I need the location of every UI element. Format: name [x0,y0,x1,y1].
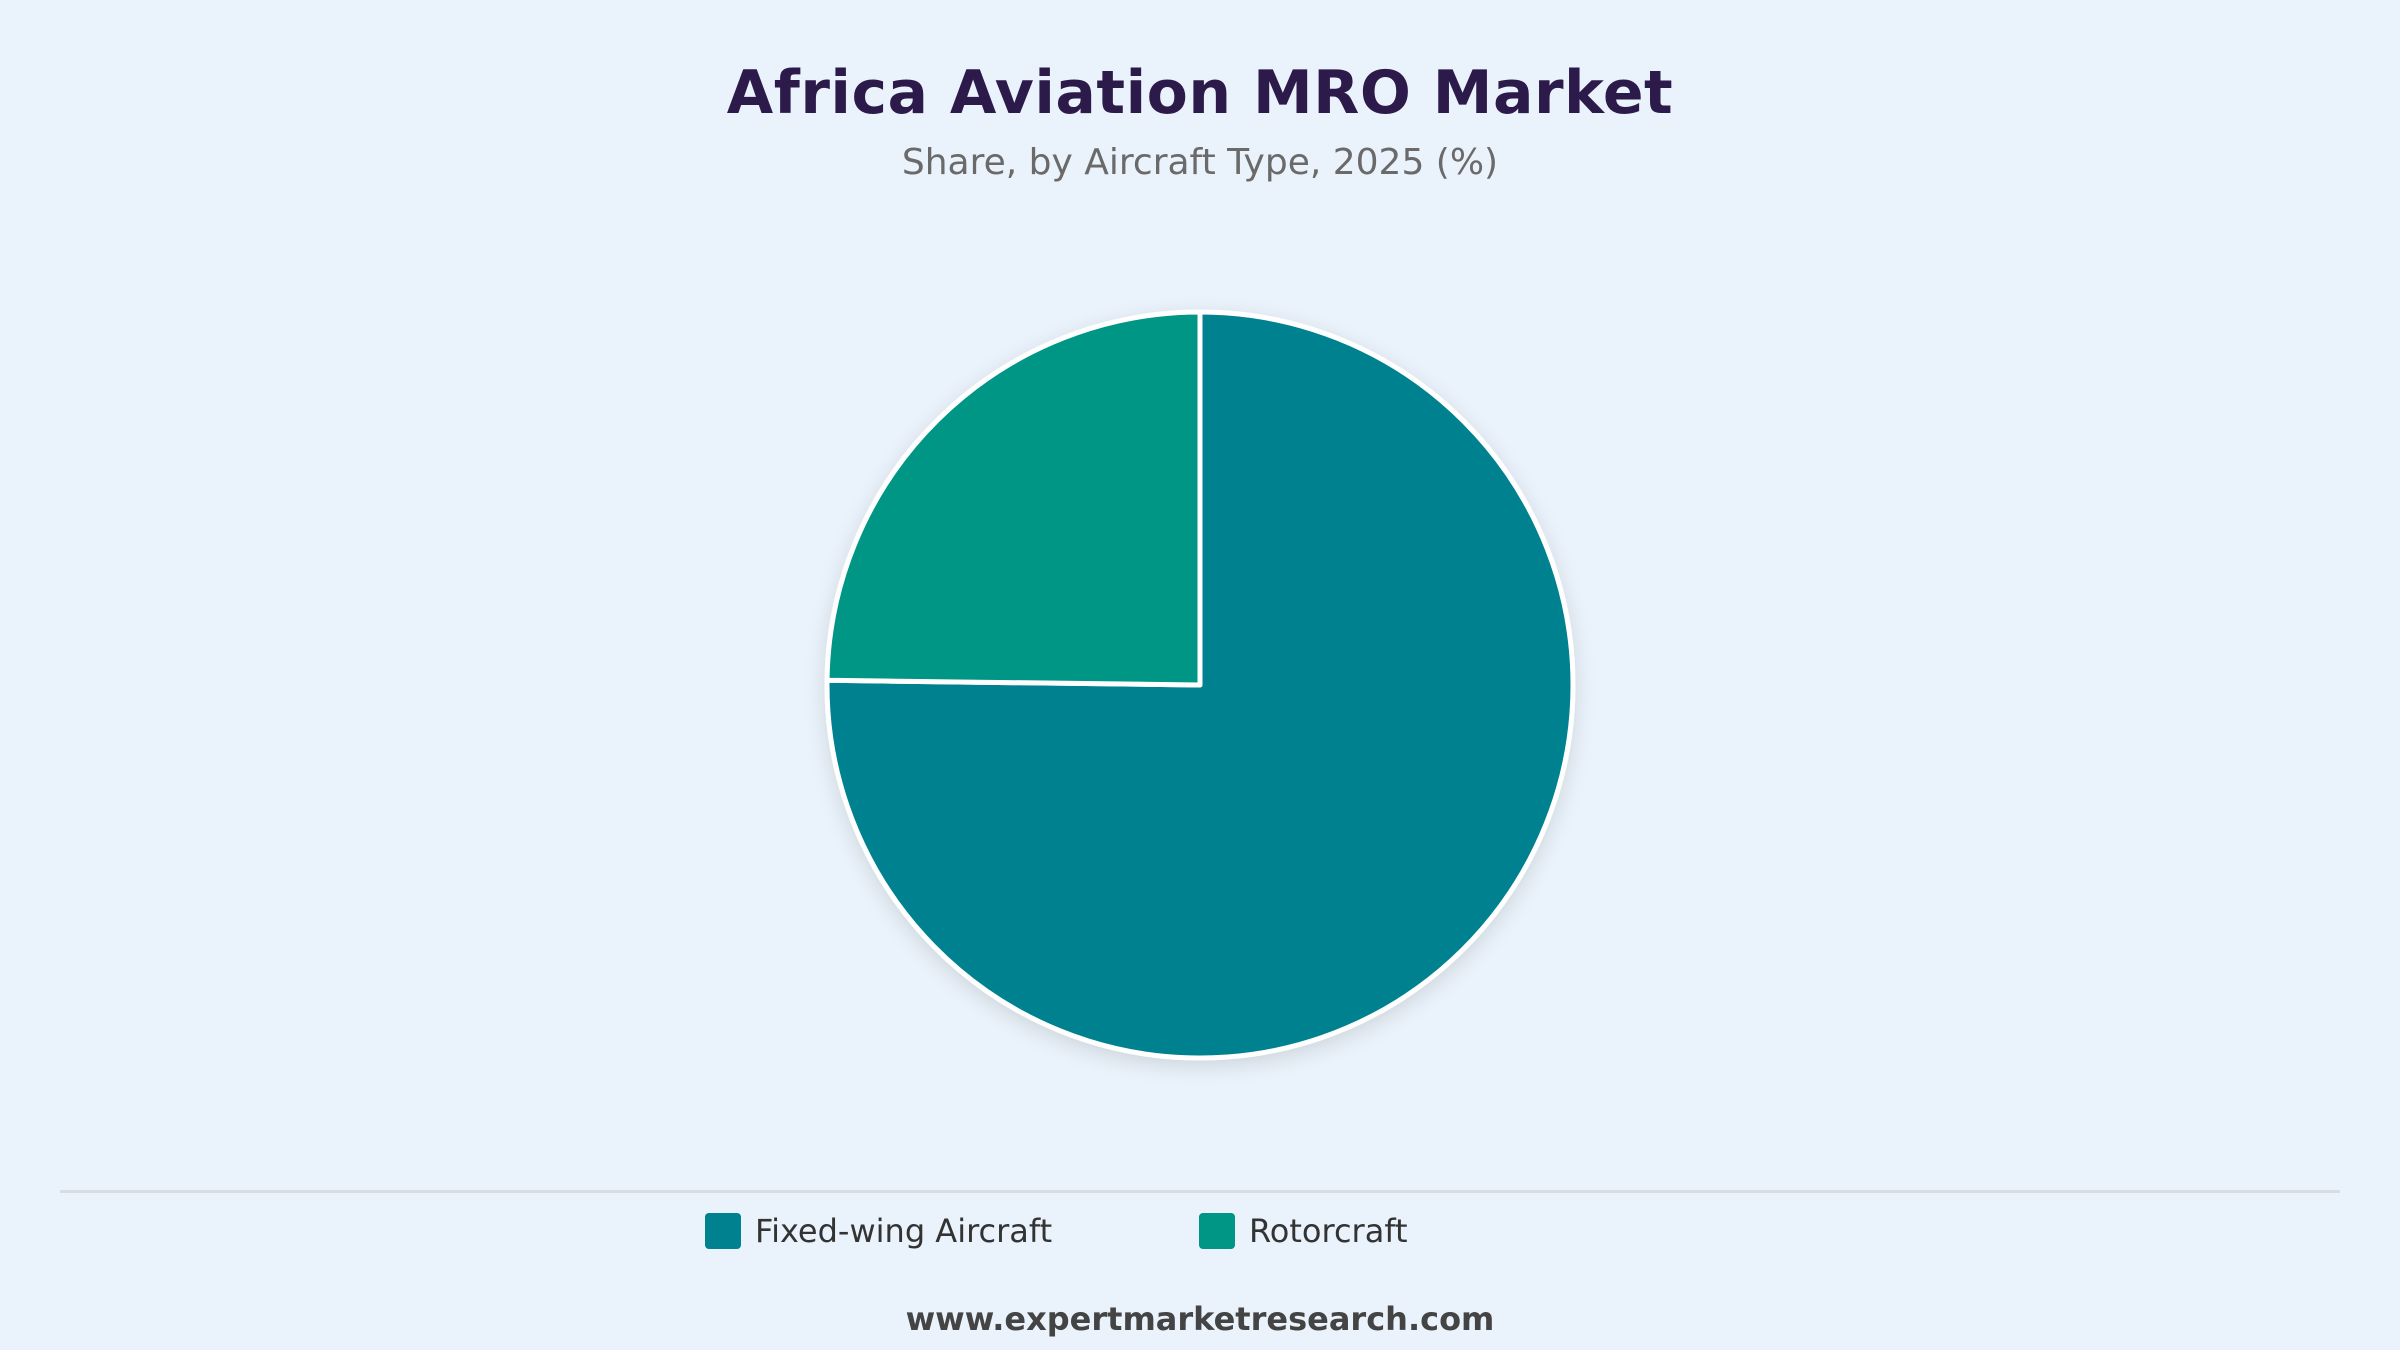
legend-item-rotorcraft: Rotorcraft [1199,1210,1408,1252]
legend-swatch-rotorcraft [1199,1213,1235,1249]
legend-swatch-fixed-wing-aircraft [705,1213,741,1249]
legend: Fixed-wing Aircraft Rotorcraft [0,1210,2400,1252]
legend-label: Rotorcraft [1249,1212,1408,1250]
legend-label: Fixed-wing Aircraft [755,1212,1053,1250]
legend-divider [60,1190,2340,1193]
pie-slice-rotorcraft [824,309,1203,688]
pie-chart [824,309,1576,1061]
chart-subtitle: Share, by Aircraft Type, 2025 (%) [901,142,1499,183]
pie-slice-fixed-wing-aircraft [824,309,1576,1061]
legend-item-fixed-wing-aircraft: Fixed-wing Aircraft [705,1210,1052,1252]
source-website: www.expertmarketresearch.com [905,1300,1495,1338]
chart-title: Africa Aviation MRO Market [726,58,1674,128]
